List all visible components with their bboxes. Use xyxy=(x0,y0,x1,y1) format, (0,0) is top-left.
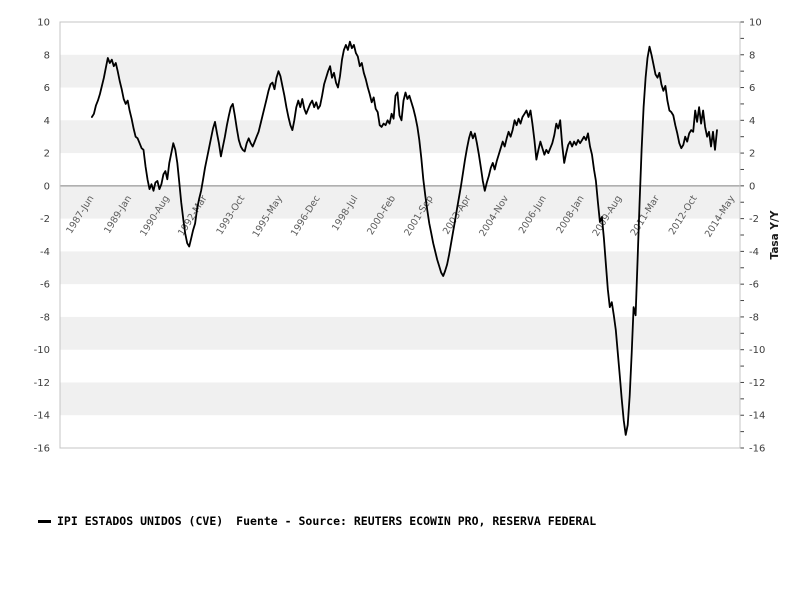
legend-series-label: IPI ESTADOS UNIDOS (CVE) xyxy=(57,514,224,528)
y-tick-label-right: -8 xyxy=(749,312,759,323)
y-tick-label-left: -4 xyxy=(40,247,50,258)
y-tick-label-left: 2 xyxy=(44,149,50,160)
y-tick-label-right: -12 xyxy=(749,378,765,389)
legend-source-text: Fuente - Source: REUTERS ECOWIN PRO, RES… xyxy=(236,514,597,528)
plot-band xyxy=(60,316,740,350)
y-tick-label-right: 10 xyxy=(749,18,762,29)
y-tick-label-right: 0 xyxy=(749,181,755,192)
y-tick-label-right: -2 xyxy=(749,214,759,225)
y-tick-label-left: -6 xyxy=(40,280,50,291)
y-tick-label-left: -10 xyxy=(34,345,50,356)
y-tick-label-left: 0 xyxy=(44,181,50,192)
y-tick-label-left: -12 xyxy=(34,378,50,389)
y-tick-label-right: -6 xyxy=(749,280,759,291)
y-tick-label-left: -16 xyxy=(34,444,50,455)
y-tick-label-left: 8 xyxy=(44,50,50,61)
y-tick-label-left: 4 xyxy=(44,116,50,127)
y-tick-label-left: 6 xyxy=(44,83,50,94)
y-tick-label-right: 4 xyxy=(749,116,755,127)
plot-band xyxy=(60,251,740,285)
plot-border xyxy=(59,21,741,449)
plot-band xyxy=(60,120,740,154)
y-tick-label-right: 6 xyxy=(749,83,755,94)
y-tick-label-left: -2 xyxy=(40,214,50,225)
y-tick-label-left: -8 xyxy=(40,312,50,323)
series-line-ipi-estados-unidos xyxy=(91,40,718,436)
y-tick-label-right: -16 xyxy=(749,444,765,455)
plot-band xyxy=(60,185,740,219)
plot-band xyxy=(60,54,740,88)
y-tick-label-right: 2 xyxy=(749,149,755,160)
y-tick-label-left: 10 xyxy=(37,18,50,29)
y-tick-label-right: -10 xyxy=(749,345,765,356)
y-tick-label-right: -14 xyxy=(749,411,765,422)
legend: IPI ESTADOS UNIDOS (CVE) Fuente - Source… xyxy=(38,514,596,528)
plot-band xyxy=(60,382,740,416)
y-tick-label-right: -4 xyxy=(749,247,759,258)
y-tick-label-left: -14 xyxy=(34,411,50,422)
right-axis-title: Tasa Y/Y xyxy=(769,210,781,259)
line-chart: 1987-Jun 1989-Jan 1990-Aug 1992-Mar 1993-Oct… xyxy=(34,18,781,455)
y-tick-label-right: 8 xyxy=(749,50,755,61)
legend-line-marker xyxy=(38,519,51,523)
